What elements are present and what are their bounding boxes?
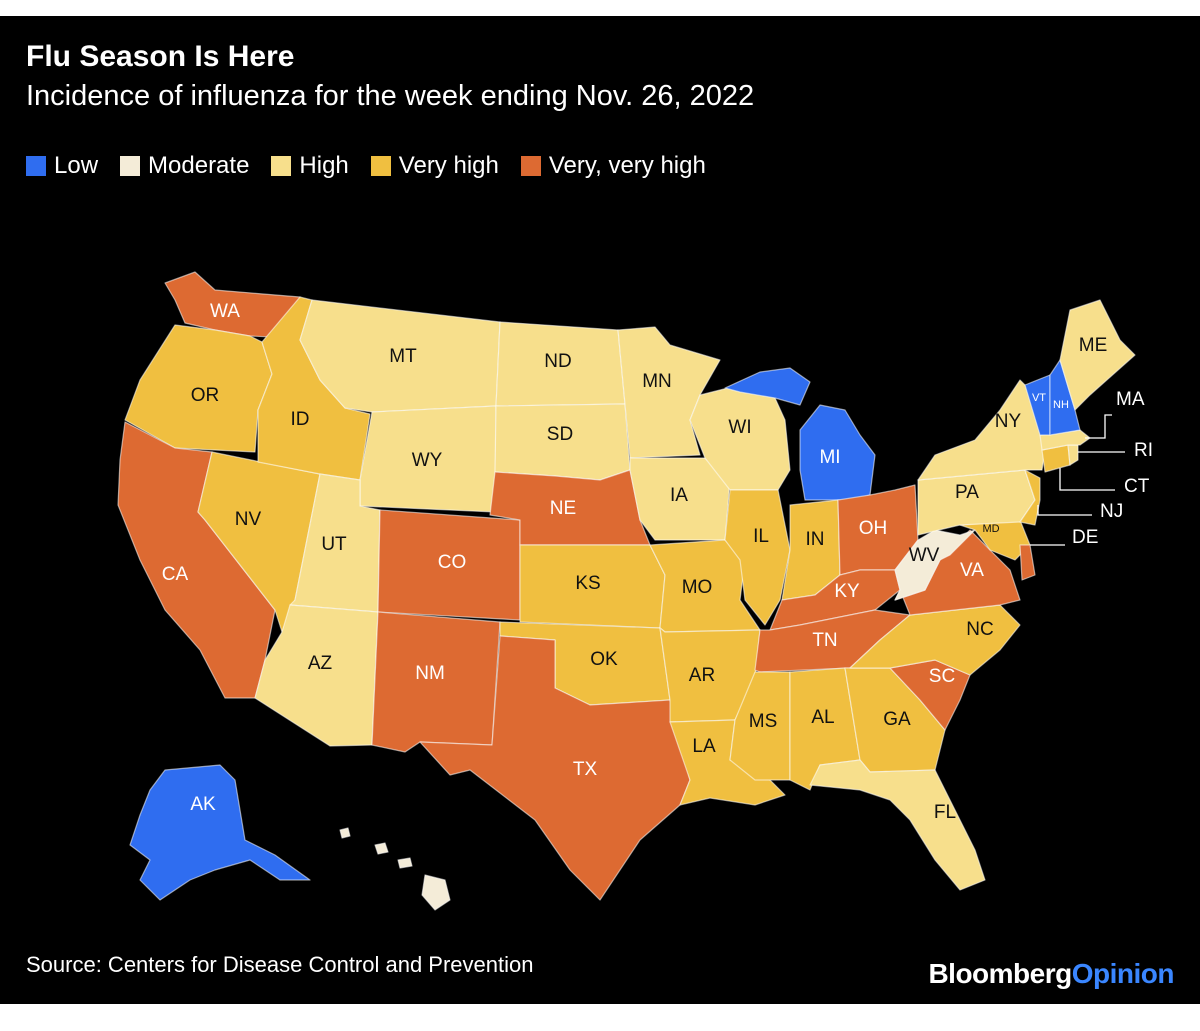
legend-item-moderate: Moderate	[120, 152, 249, 180]
page-title: Flu Season Is Here	[26, 40, 295, 73]
state-label-ny: NY	[995, 411, 1022, 432]
state-label-wi: WI	[728, 417, 751, 438]
leader-label-de: DE	[1072, 527, 1098, 548]
leader-line-ct	[1059, 468, 1115, 491]
state-label-la: LA	[692, 736, 716, 757]
state-label-ar: AR	[689, 665, 715, 686]
legend-swatch-high	[271, 156, 292, 176]
state-ne	[489, 469, 651, 546]
state-il	[724, 489, 791, 626]
legend-item-low: Low	[26, 152, 98, 180]
state-label-ut: UT	[321, 534, 347, 555]
state-label-ga: GA	[883, 709, 911, 730]
state-ri	[1067, 444, 1079, 466]
state-nj	[1019, 469, 1041, 526]
state-label-tn: TN	[812, 630, 837, 651]
state-hi-island	[421, 874, 451, 911]
state-label-id: ID	[291, 409, 310, 430]
state-de	[1019, 544, 1036, 581]
legend-label-low: Low	[54, 152, 99, 179]
state-label-ia: IA	[670, 485, 688, 506]
page-subtitle: Incidence of influenza for the week endi…	[26, 80, 755, 112]
state-label-ca: CA	[162, 564, 189, 585]
state-label-pa: PA	[955, 482, 979, 503]
state-ak	[129, 764, 311, 901]
state-label-nh: NH	[1053, 399, 1069, 411]
state-label-or: OR	[191, 385, 220, 406]
state-label-nm: NM	[415, 663, 445, 684]
legend-label-very-very-high: Very, very high	[548, 152, 706, 179]
state-label-vt: VT	[1032, 392, 1046, 404]
leader-labels: MA RI CT NJ DE	[1030, 389, 1153, 548]
state-fl	[809, 759, 986, 891]
legend-label-very-high: Very high	[398, 152, 499, 179]
state-ny	[917, 379, 1046, 481]
legend-label-high: High	[299, 152, 349, 179]
state-shapes	[117, 271, 1136, 911]
state-hi-island	[397, 857, 413, 869]
legend-item-high: High	[271, 152, 349, 180]
legend-label-moderate: Moderate	[148, 152, 250, 179]
state-label-nc: NC	[966, 619, 993, 640]
brand-logo-part-2: Opinion	[1071, 958, 1175, 989]
state-labels: WA OR CA NV ID MT WY UT AZ CO NM ND SD N…	[162, 301, 1107, 823]
state-label-mi: MI	[819, 447, 840, 468]
state-label-ms: MS	[749, 711, 778, 732]
leader-label-nj: NJ	[1100, 501, 1123, 522]
state-label-al: AL	[811, 707, 834, 728]
state-label-mn: MN	[642, 371, 672, 392]
state-wy	[359, 405, 497, 513]
state-label-sd: SD	[547, 424, 573, 445]
state-label-il: IL	[753, 526, 769, 547]
legend-swatch-very-very-high	[520, 156, 541, 176]
state-label-tx: TX	[573, 759, 598, 780]
source-note: Source: Centers for Disease Control and …	[26, 952, 534, 977]
state-label-az: AZ	[308, 653, 333, 674]
leader-label-ct: CT	[1124, 476, 1150, 497]
state-hi-island	[339, 827, 351, 839]
brand-logo-part-1: Bloomberg	[928, 958, 1072, 989]
state-label-co: CO	[438, 552, 467, 573]
state-label-fl: FL	[934, 802, 956, 823]
leader-label-ma: MA	[1116, 389, 1145, 410]
state-tx	[419, 635, 691, 901]
legend-swatch-low	[26, 156, 46, 176]
state-mi-upper	[724, 367, 811, 406]
state-label-nd: ND	[544, 351, 571, 372]
state-label-ne: NE	[550, 498, 576, 519]
state-label-md: MD	[982, 523, 999, 535]
legend: Low Moderate High Very high Very, very h…	[26, 152, 706, 180]
state-label-mt: MT	[389, 346, 417, 367]
state-nh	[1049, 359, 1081, 436]
leader-label-ri: RI	[1134, 440, 1153, 461]
state-label-ak: AK	[190, 794, 216, 815]
legend-swatch-very-high	[370, 156, 391, 176]
state-label-mo: MO	[682, 577, 713, 598]
leader-line-ma	[1085, 414, 1112, 439]
brand-logo: BloombergOpinion	[928, 958, 1174, 990]
state-mi	[799, 404, 876, 501]
state-az	[254, 604, 379, 747]
state-me	[1059, 299, 1136, 411]
legend-item-very-very-high: Very, very high	[520, 152, 706, 180]
state-label-ok: OK	[590, 649, 618, 670]
state-label-oh: OH	[859, 518, 888, 539]
legend-swatch-moderate	[120, 156, 141, 176]
state-label-ky: KY	[834, 581, 860, 602]
state-label-ks: KS	[575, 573, 600, 594]
state-wv	[894, 529, 976, 601]
state-hi-island	[374, 842, 389, 855]
state-label-va: VA	[960, 560, 984, 581]
state-label-wy: WY	[412, 450, 443, 471]
legend-item-very-high: Very high	[370, 152, 499, 180]
state-label-nv: NV	[235, 509, 262, 530]
leader-line-nj	[1037, 505, 1092, 516]
state-label-wa: WA	[210, 301, 240, 322]
state-label-sc: SC	[929, 666, 955, 687]
state-label-me: ME	[1079, 335, 1108, 356]
state-label-in: IN	[806, 529, 825, 550]
state-label-wv: WV	[909, 545, 940, 566]
